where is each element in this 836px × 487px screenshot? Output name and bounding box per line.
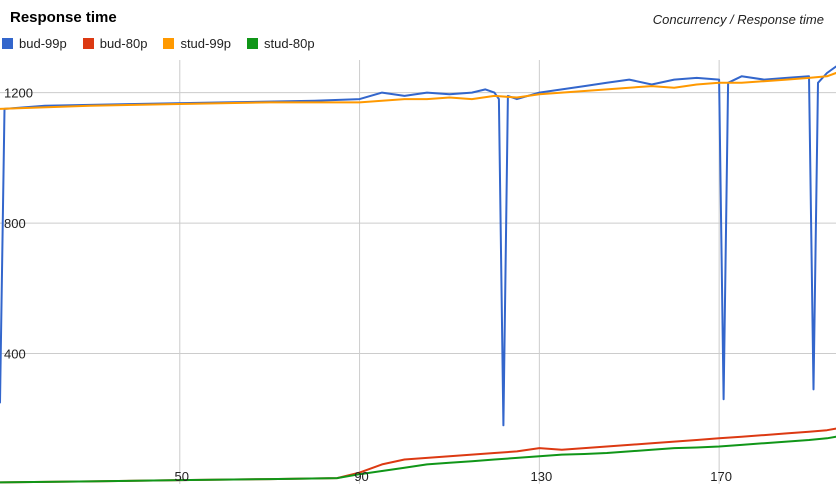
y-tick-label-800: 800 — [4, 216, 26, 231]
legend-swatch-bud-99p — [2, 38, 13, 49]
x-tick-label-170: 170 — [710, 469, 732, 484]
legend-item-bud-99p[interactable]: bud-99p — [2, 36, 67, 51]
legend: bud-99p bud-80p stud-99p stud-80p — [2, 36, 315, 51]
series-line-stud-80p — [0, 435, 836, 484]
chart-title: Response time — [10, 9, 117, 26]
legend-label-stud-99p: stud-99p — [180, 36, 232, 51]
x-tick-label-50: 50 — [175, 469, 189, 484]
legend-label-bud-80p: bud-80p — [99, 36, 148, 51]
legend-item-stud-99p[interactable]: stud-99p — [163, 36, 231, 51]
x-tick-label-90: 90 — [354, 469, 368, 484]
legend-swatch-stud-99p — [163, 38, 175, 49]
legend-label-bud-99p: bud-99p — [19, 36, 67, 51]
y-tick-label-1200: 1200 — [4, 86, 33, 101]
legend-swatch-bud-80p — [82, 38, 94, 49]
legend-item-bud-80p[interactable]: bud-80p — [82, 36, 148, 51]
x-tick-label-130: 130 — [531, 469, 553, 484]
legend-item-stud-80p[interactable]: stud-80p — [247, 36, 315, 51]
chart-subtitle: Concurrency / Response time — [652, 12, 824, 27]
legend-label-stud-80p: stud-80p — [264, 36, 315, 51]
series-line-stud-99p — [0, 72, 836, 110]
series-line-bud-99p — [0, 65, 836, 427]
y-tick-label-400: 400 — [4, 347, 26, 362]
legend-swatch-stud-80p — [247, 38, 259, 49]
